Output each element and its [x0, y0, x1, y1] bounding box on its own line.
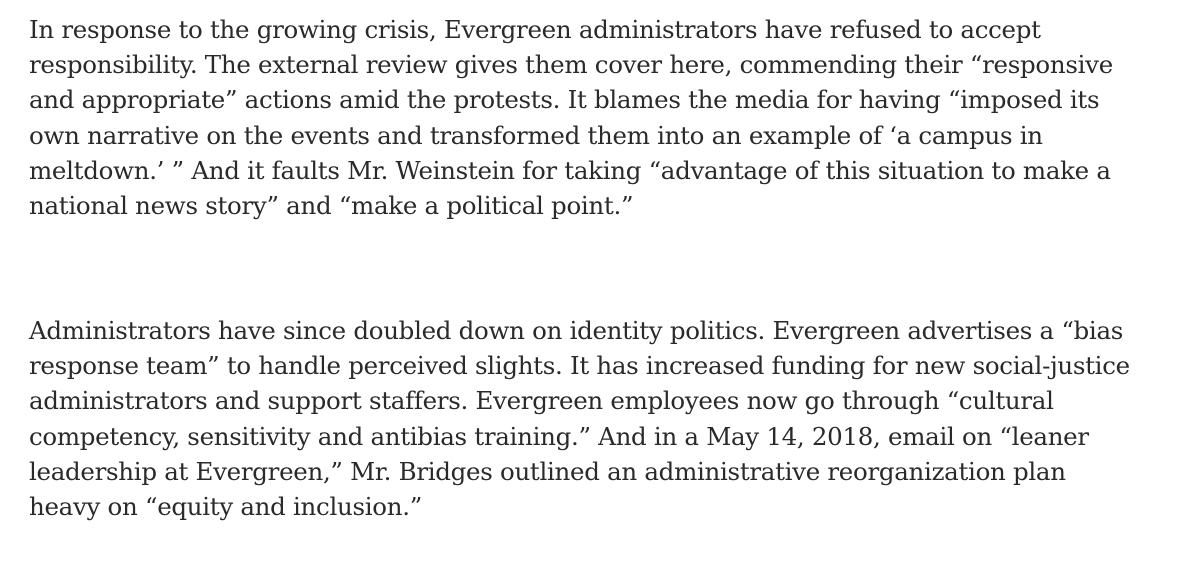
paragraph-2: Administrators have since doubled down o… — [29, 313, 1130, 524]
paragraph-line: competency, sensitivity and antibias tra… — [29, 421, 1089, 451]
paragraph-line: leadership at Evergreen,” Mr. Bridges ou… — [29, 456, 1066, 486]
paragraph-1: In response to the growing crisis, Everg… — [29, 12, 1113, 223]
paragraph-line: national news story” and “make a politic… — [29, 191, 634, 221]
paragraph-line: responsibility. The external review give… — [29, 50, 1113, 80]
paragraph-line: meltdown.’ ” And it faults Mr. Weinstein… — [29, 155, 1111, 185]
paragraph-line: own narrative on the events and transfor… — [29, 120, 1043, 150]
paragraph-line: response team” to handle perceived sligh… — [29, 351, 1130, 381]
paragraph-line: heavy on “equity and inclusion.” — [29, 492, 422, 522]
paragraph-line: In response to the growing crisis, Everg… — [29, 15, 1041, 44]
paragraph-line: Administrators have since doubled down o… — [29, 316, 1124, 345]
paragraph-line: administrators and support staffers. Eve… — [29, 386, 1054, 416]
paragraph-line: and appropriate” actions amid the protes… — [29, 85, 1100, 115]
